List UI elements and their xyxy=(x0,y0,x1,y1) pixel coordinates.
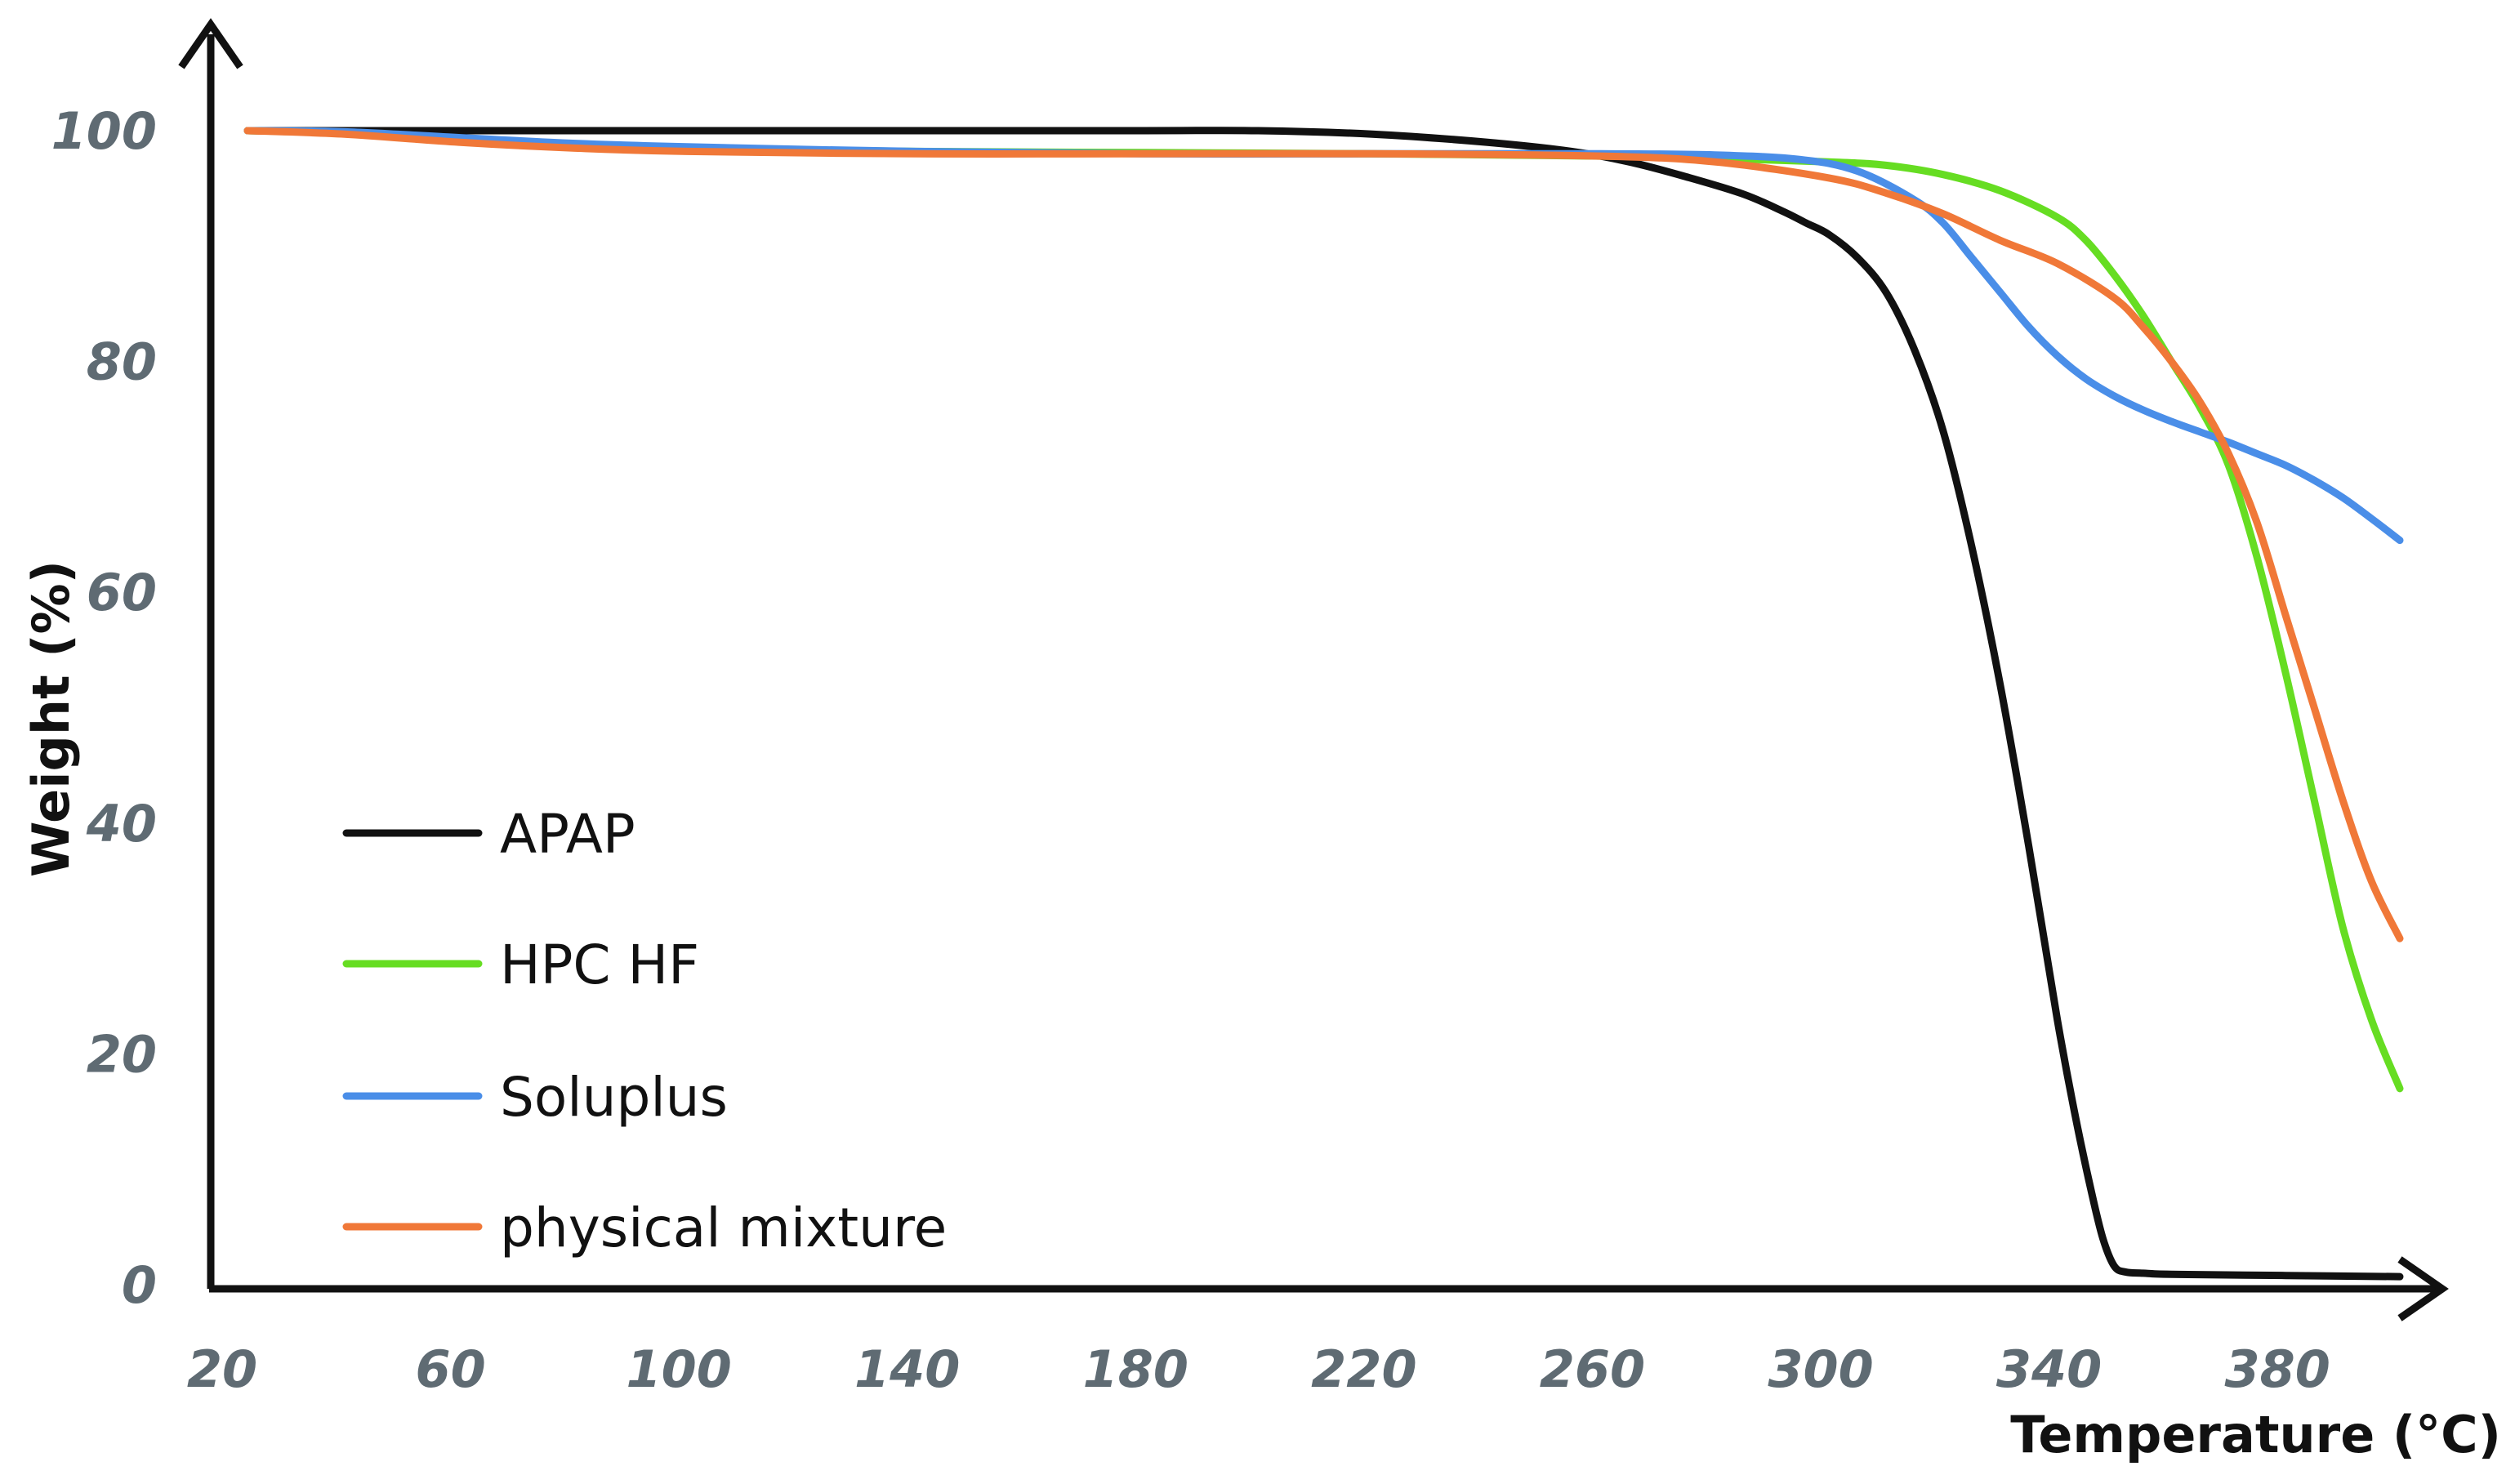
x-tick-label: 20 xyxy=(187,1339,257,1399)
legend-label: APAP xyxy=(500,803,635,866)
x-tick-label: 220 xyxy=(1311,1339,1416,1399)
series-line-apap xyxy=(243,127,2404,1281)
y-tick-label: 100 xyxy=(51,101,157,161)
series-lines xyxy=(243,127,2404,1281)
y-tick-labels: 0 20 40 60 80 100 xyxy=(51,101,157,1315)
y-axis-title: Weight (%) xyxy=(21,560,81,877)
x-tick-labels: 20 60 100 140 180 220 260 300 340 380 xyxy=(187,1339,2330,1399)
y-tick-label: 40 xyxy=(86,794,157,853)
x-tick-label: 260 xyxy=(1540,1339,1645,1399)
y-axis-arrowhead xyxy=(178,18,243,69)
x-tick-label: 340 xyxy=(1996,1339,2102,1399)
y-tick-label: 60 xyxy=(87,563,157,622)
series-line-soluplus xyxy=(243,127,2404,545)
x-axis-title: Temperature (°C) xyxy=(2010,1405,2501,1464)
x-tick-label: 60 xyxy=(415,1339,485,1399)
y-tick-label: 0 xyxy=(122,1255,157,1315)
x-tick-label: 380 xyxy=(2224,1339,2330,1399)
x-tick-label: 180 xyxy=(1083,1339,1188,1399)
y-tick-label: 80 xyxy=(87,332,157,392)
legend-label: physical mixture xyxy=(500,1197,947,1259)
y-tick-label: 20 xyxy=(87,1024,157,1084)
legend-label: HPC HF xyxy=(500,934,699,996)
axes xyxy=(178,18,2449,1321)
x-tick-label: 100 xyxy=(626,1339,731,1399)
x-tick-label: 300 xyxy=(1768,1339,1873,1399)
x-tick-label: 140 xyxy=(854,1339,960,1399)
x-axis-arrowhead xyxy=(2397,1256,2449,1321)
series-line-physical-mixture xyxy=(243,127,2404,943)
legend: APAP HPC HF Soluplus physical mixture xyxy=(342,803,947,1259)
legend-label: Soluplus xyxy=(500,1066,728,1129)
